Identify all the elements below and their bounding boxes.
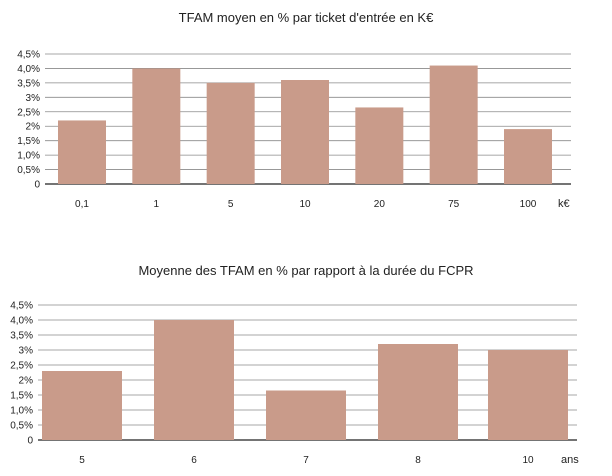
duration-chart: Moyenne des TFAM en % par rapport à la d… [10,263,579,466]
y-tick-label: 3,5% [17,78,40,89]
bar [154,320,234,440]
y-tick-label: 2% [26,122,41,133]
chart-title: Moyenne des TFAM en % par rapport à la d… [138,263,473,278]
bar [132,68,181,184]
x-tick-label: 100 [520,199,537,210]
x-axis: 0,1 1 5 10 20 75 100 [75,199,537,210]
y-tick-label: 1,5% [17,136,40,147]
x-tick-label: 5 [228,199,234,210]
y-tick-label: 4,0% [17,64,40,75]
bars [58,65,552,184]
bar [281,80,329,184]
chart-title: TFAM moyen en % par ticket d'entrée en K… [179,10,434,25]
y-tick-label: 3% [19,346,34,357]
bar [206,82,255,184]
y-tick-label: 2,5% [17,107,40,118]
y-tick-label: 4,5% [10,301,33,312]
y-tick-label: 3,5% [10,331,33,342]
x-unit-label: ans [561,454,579,466]
y-tick-label: 0,5% [10,421,33,432]
x-tick-label: 6 [191,455,197,466]
bar [42,371,122,440]
x-tick-label: 20 [374,199,386,210]
x-tick-label: 8 [415,455,421,466]
y-tick-label: 2,5% [10,361,33,372]
x-axis: 5 6 7 8 10 [79,455,534,466]
x-tick-label: 5 [79,455,85,466]
y-tick-label: 0 [27,436,33,447]
y-tick-label: 2% [19,376,34,387]
y-tick-label: 1,5% [10,391,33,402]
bar [355,107,404,184]
x-tick-label: 10 [522,455,534,466]
x-tick-label: 75 [448,199,460,210]
y-tick-label: 1,0% [17,151,40,162]
x-unit-label: k€ [558,198,570,210]
bar [488,350,568,440]
y-tick-label: 1,0% [10,406,33,417]
x-tick-label: 7 [303,455,309,466]
x-tick-label: 10 [299,199,311,210]
bar [429,65,478,184]
bar [378,344,458,440]
y-axis: 0 0,5% 1,0% 1,5% 2% 2,5% 3% 3,5% 4,0% 4,5% [10,301,33,447]
bar [266,390,346,440]
y-tick-label: 0 [34,180,40,191]
y-tick-label: 4,5% [17,50,40,61]
ticket-chart: TFAM moyen en % par ticket d'entrée en K… [17,10,571,210]
y-tick-label: 3% [26,93,41,104]
bars [42,320,568,440]
y-tick-label: 0,5% [17,165,40,176]
bar [504,129,552,184]
y-tick-label: 4,0% [10,316,33,327]
x-tick-label: 1 [154,199,160,210]
bar [58,120,106,184]
y-axis: 0 0,5% 1,0% 1,5% 2% 2,5% 3% 3,5% 4,0% 4,5% [17,50,40,191]
x-tick-label: 0,1 [75,199,89,210]
